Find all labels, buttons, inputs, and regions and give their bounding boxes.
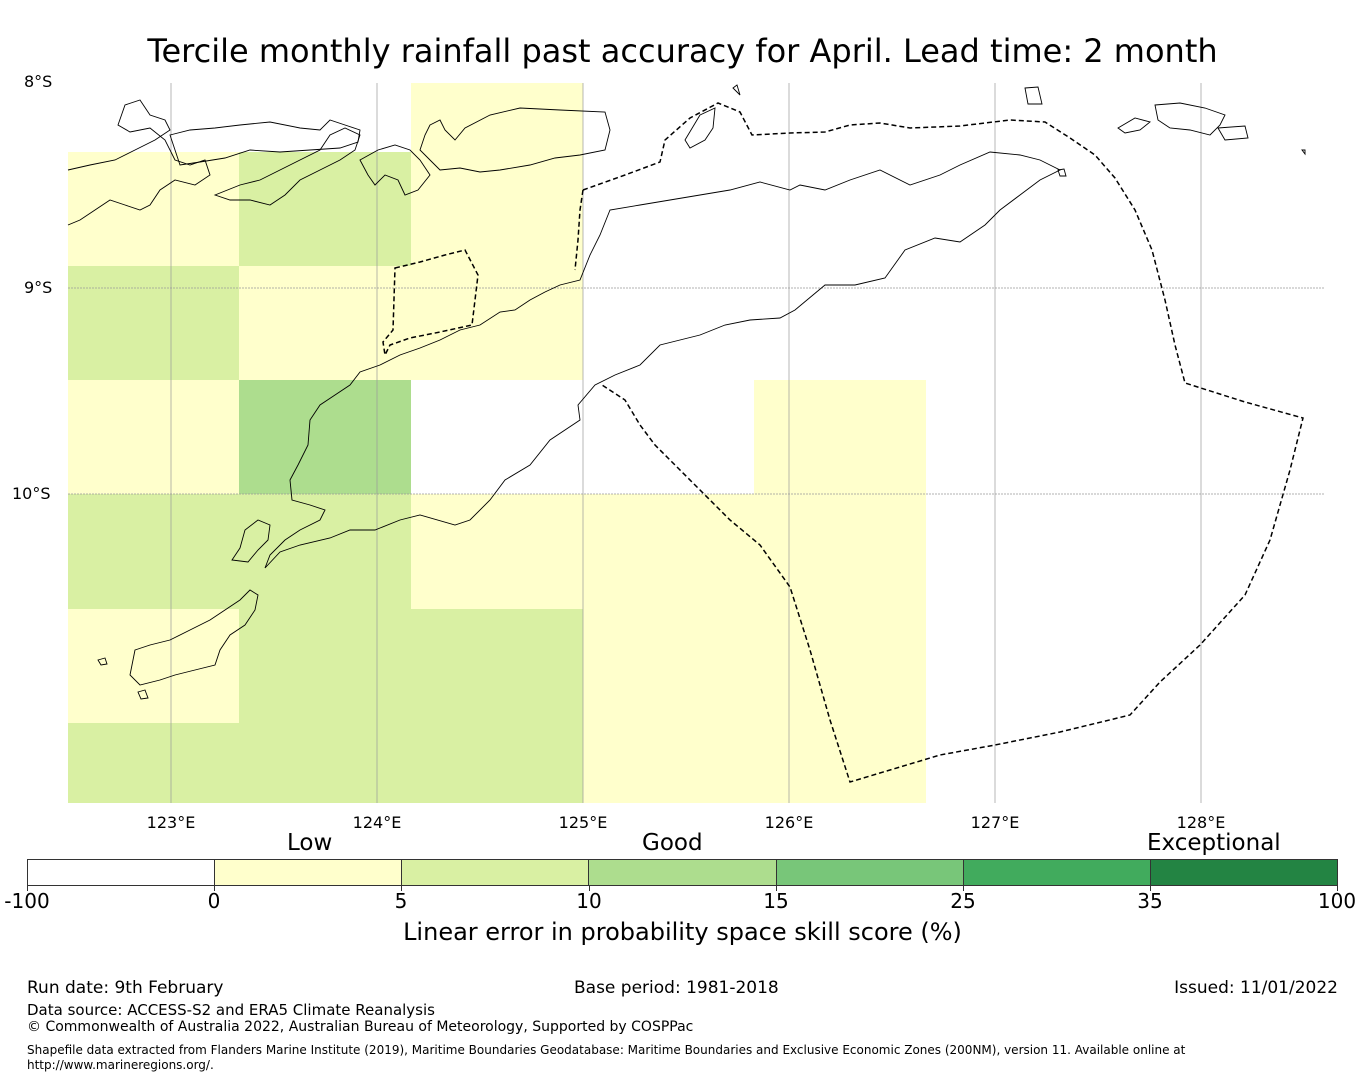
grid-cell <box>583 609 754 723</box>
rote-coast <box>231 519 271 563</box>
colorbar-tick: 35 <box>1137 889 1163 913</box>
leti-coast <box>1154 102 1226 136</box>
flores-coast <box>67 99 211 226</box>
grid-cell <box>68 494 239 609</box>
grid-cell <box>411 266 583 380</box>
map-title: Tercile monthly rainfall past accuracy f… <box>147 32 1218 70</box>
grid-cell <box>754 380 926 494</box>
colorbar-segment <box>215 860 403 885</box>
islet <box>1217 125 1249 141</box>
grid-cell <box>68 609 239 723</box>
colorbar-segment <box>589 860 777 885</box>
lon-label-127e: 127°E <box>970 813 1020 832</box>
lat-label-9s: 9°S <box>24 278 53 297</box>
coastlines <box>67 84 1306 700</box>
colorbar-tick: 100 <box>1317 889 1357 913</box>
category-exceptional: Exceptional <box>1147 830 1281 856</box>
colorbar-tick: 15 <box>763 889 789 913</box>
lon-label-128e: 128°E <box>1176 813 1226 832</box>
colorbar <box>27 859 1338 886</box>
eez-oecusse <box>382 249 479 358</box>
colorbar-tick: -100 <box>4 889 50 913</box>
grid-cell <box>411 494 583 609</box>
colorbar-segment <box>776 860 964 885</box>
grid-cell <box>754 494 926 609</box>
sumba-coast <box>129 589 259 686</box>
lon-label-126e: 126°E <box>764 813 814 832</box>
skill-grid <box>68 83 926 803</box>
islet <box>137 689 149 700</box>
graticule <box>68 83 1325 803</box>
lon-label-123e: 123°E <box>146 813 196 832</box>
colorbar-segment <box>963 860 1151 885</box>
data-source: Data source: ACCESS-S2 and ERA5 Climate … <box>27 1001 435 1019</box>
colorbar-tick: 10 <box>576 889 602 913</box>
colorbar-segment <box>402 860 590 885</box>
grid-cell <box>239 266 411 380</box>
islet <box>1057 168 1067 177</box>
colorbar-label: Linear error in probability space skill … <box>403 918 962 946</box>
grid-cell <box>68 380 239 494</box>
island-north <box>169 119 361 166</box>
islet <box>732 84 741 96</box>
alor-coast <box>419 107 611 173</box>
grid-cell <box>239 494 411 609</box>
grid-cell <box>239 380 411 494</box>
grid-cell <box>239 609 411 723</box>
lon-label-125e: 125°E <box>558 813 608 832</box>
grid-cell <box>68 266 239 380</box>
grid-cell <box>754 723 926 803</box>
grid-cell <box>583 723 754 803</box>
lat-label-8s: 8°S <box>24 72 53 91</box>
timor-coast <box>264 151 1062 569</box>
colorbar-segment <box>28 860 216 885</box>
grid-cell <box>583 494 754 609</box>
eez-timor-leste <box>582 102 1304 783</box>
grid-cell <box>411 83 583 152</box>
lat-label-10s: 10°S <box>12 484 51 503</box>
shapefile-credit: Shapefile data extracted from Flanders M… <box>27 1043 1186 1072</box>
lon-label-124e: 124°E <box>352 813 402 832</box>
grid-cell <box>411 152 583 266</box>
run-date: Run date: 9th February <box>27 978 224 998</box>
colorbar-tick: 0 <box>207 889 221 913</box>
category-good: Good <box>642 830 703 856</box>
grid-cell <box>411 723 583 803</box>
islet <box>1301 149 1306 156</box>
category-low: Low <box>287 830 333 856</box>
islet <box>1024 86 1043 105</box>
colorbar-segment <box>1150 860 1337 885</box>
maritime-boundaries <box>382 102 1304 783</box>
grid-cell <box>239 723 411 803</box>
copyright: © Commonwealth of Australia 2022, Austra… <box>27 1019 694 1035</box>
grid-cell <box>68 723 239 803</box>
pantar-coast <box>359 144 431 196</box>
colorbar-tick: 25 <box>950 889 976 913</box>
eez-segment <box>574 189 584 271</box>
colorbar-tick: 5 <box>394 889 408 913</box>
base-period: Base period: 1981-2018 <box>574 978 779 998</box>
grid-cell <box>754 609 926 723</box>
grid-cell <box>68 152 239 266</box>
grid-cell <box>411 609 583 723</box>
issued-date: Issued: 11/01/2022 <box>1174 978 1338 998</box>
islet <box>1117 117 1151 134</box>
skill-map <box>67 83 1325 803</box>
islet <box>97 657 108 666</box>
grid-cell <box>239 152 411 266</box>
wetar-coast <box>684 107 716 149</box>
